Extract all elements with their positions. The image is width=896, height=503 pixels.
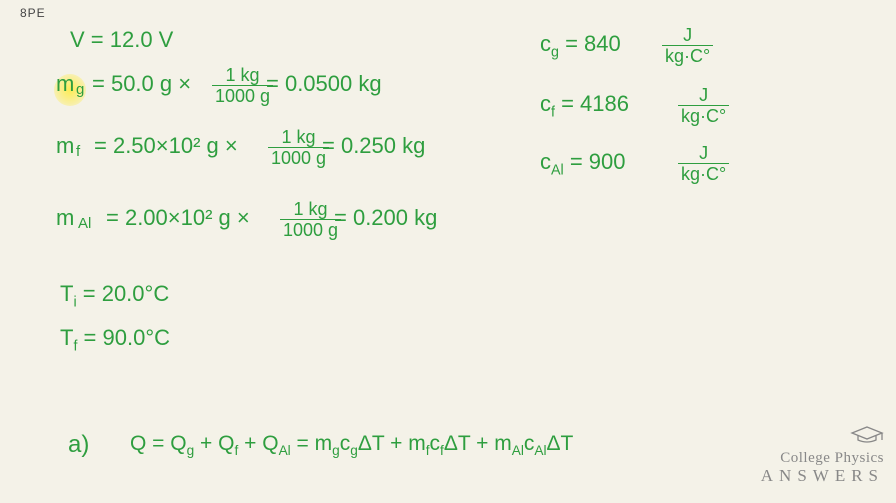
branding: College Physics ANSWERS [761,425,884,485]
eq-heat-sum: Q = Qg + Qf + QAl = mgcgΔT + mfcfΔT + mA… [130,432,573,458]
mal-frac: 1 kg 1000 g [280,200,341,239]
mg-m: m [56,72,74,96]
eq-label-a: a) [68,432,89,458]
mal-frac-den: 1000 g [280,220,341,239]
cal-unit-den: kg·C° [678,164,729,183]
graduation-cap-icon [850,425,884,450]
mg-result: = 0.0500 kg [266,72,382,96]
page-label: 8PE [20,6,46,20]
mf-sub: f [76,144,80,161]
mf-frac-num: 1 kg [268,128,329,148]
mf-result: = 0.250 kg [322,134,425,158]
mal-frac-num: 1 kg [280,200,341,220]
temp-initial: Ti = 20.0°C [60,282,169,311]
mf-lhs: = 2.50×10² g × [94,134,238,158]
line-voltage: V = 12.0 V [70,28,173,52]
branding-line1: College Physics [761,451,884,467]
mg-lhs: = 50.0 g × [92,72,191,96]
mal-lhs: = 2.00×10² g × [106,206,250,230]
cal-unit: J kg·C° [678,144,729,183]
cg-unit-num: J [662,26,713,46]
cf-value: cf = 4186 [540,92,629,121]
mf-frac: 1 kg 1000 g [268,128,329,167]
mal-m: m [56,206,74,230]
cal-value: cAl = 900 [540,150,626,179]
mf-frac-den: 1000 g [268,148,329,167]
cg-value: cg = 840 [540,32,621,61]
mg-frac-den: 1000 g [212,86,273,105]
cf-unit-den: kg·C° [678,106,729,125]
temp-final: Tf = 90.0°C [60,326,170,355]
cf-unit-num: J [678,86,729,106]
cal-unit-num: J [678,144,729,164]
mg-frac-num: 1 kg [212,66,273,86]
mal-sub: Al [78,216,91,233]
mal-result: = 0.200 kg [334,206,437,230]
mf-m: m [56,134,74,158]
branding-line2: ANSWERS [761,467,884,485]
mg-frac: 1 kg 1000 g [212,66,273,105]
cg-unit-den: kg·C° [662,46,713,65]
cg-unit: J kg·C° [662,26,713,65]
cf-unit: J kg·C° [678,86,729,125]
mg-sub: g [76,82,84,99]
